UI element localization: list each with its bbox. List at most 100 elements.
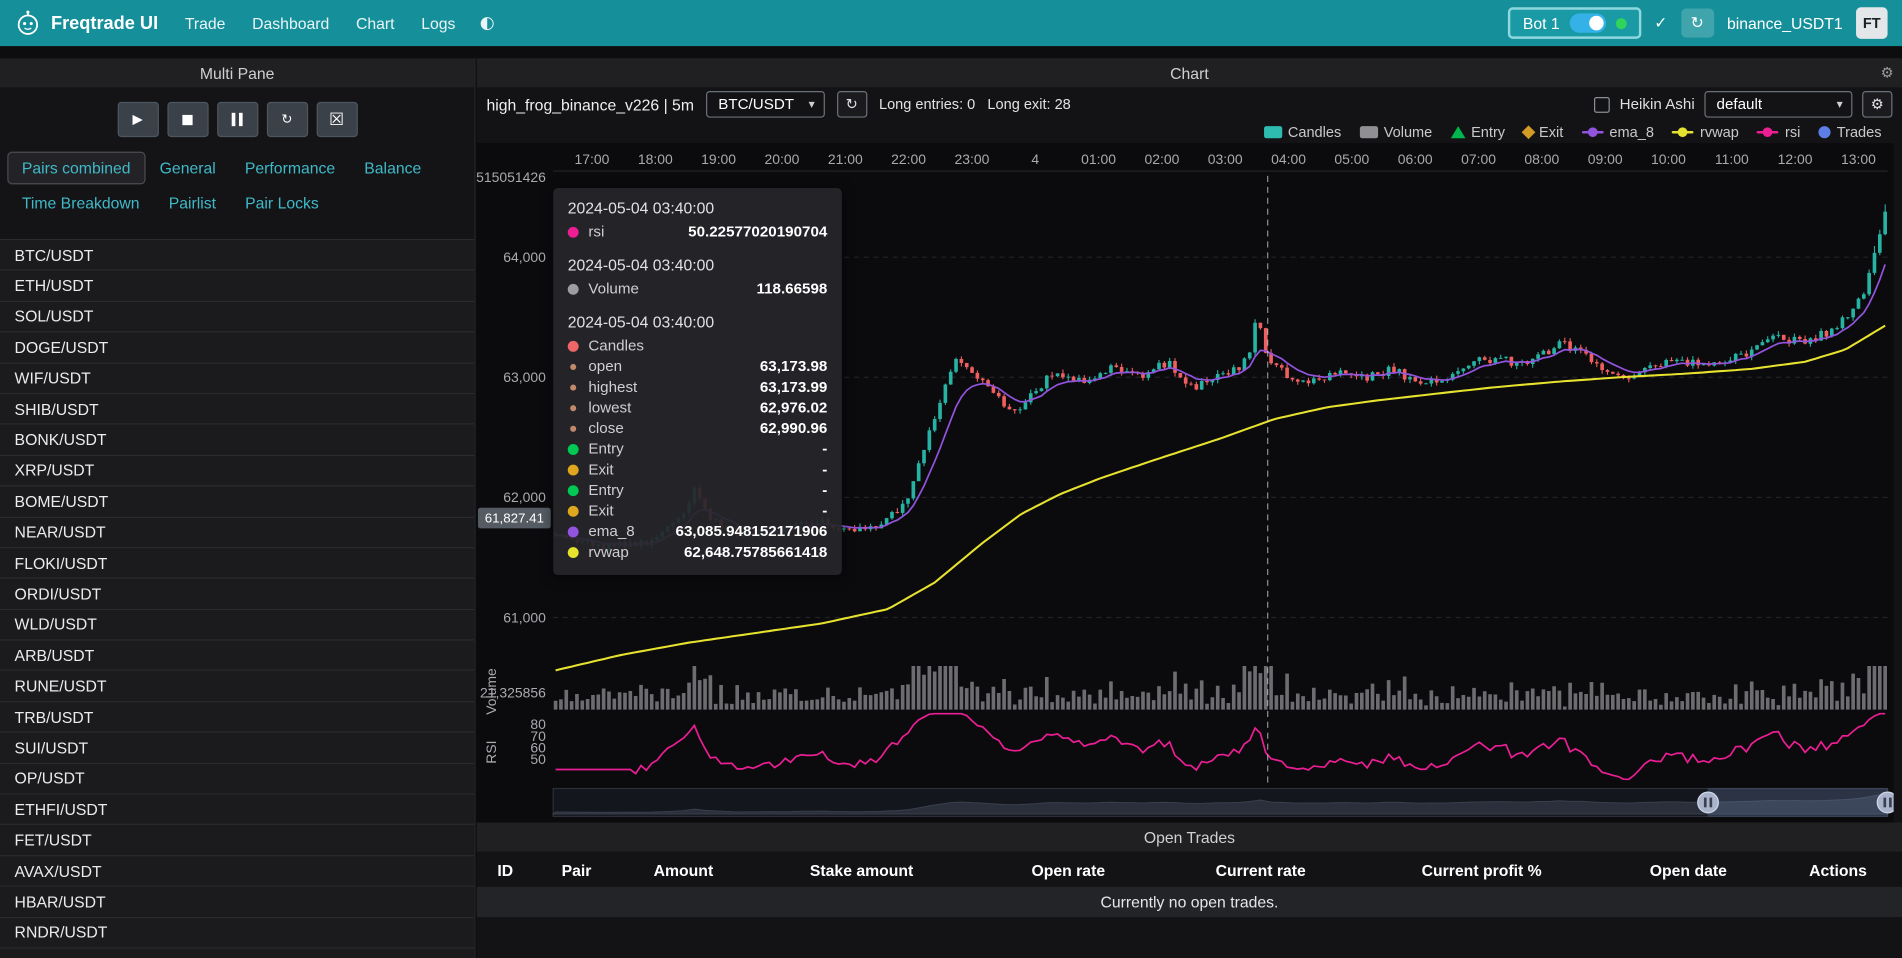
svg-text:08:00: 08:00: [1524, 151, 1559, 167]
tooltip-row-close: close62,990.96: [568, 420, 828, 437]
gear-icon: ⚙: [1871, 96, 1884, 113]
nav-item-trade[interactable]: Trade: [185, 14, 226, 32]
nav-links: Trade Dashboard Chart Logs: [185, 14, 456, 32]
multi-pane-header: Multi Pane: [0, 58, 474, 87]
tab-performance[interactable]: Performance: [230, 152, 349, 185]
pair-row-op-usdt[interactable]: OP/USDT: [0, 764, 474, 795]
pair-row-avax-usdt[interactable]: AVAX/USDT: [0, 856, 474, 887]
pair-row-bonk-usdt[interactable]: BONK/USDT: [0, 425, 474, 456]
pair-row-doge-usdt[interactable]: DOGE/USDT: [0, 333, 474, 364]
col-current-rate: Current rate: [1161, 854, 1361, 887]
tooltip-row-lowest: lowest62,976.02: [568, 399, 828, 416]
ema-8-legend-icon: [1582, 131, 1604, 133]
tooltip-row-entry: Entry-: [568, 482, 828, 499]
datazoom-slider[interactable]: [553, 789, 1893, 817]
col-actions: Actions: [1774, 854, 1902, 887]
start-bot-button[interactable]: ▶: [117, 102, 158, 137]
series-dot-icon: [568, 547, 579, 558]
rsi-legend-icon: [1757, 131, 1779, 133]
pair-row-ordi-usdt[interactable]: ORDI/USDT: [0, 579, 474, 610]
svg-text:4: 4: [1031, 151, 1039, 167]
tab-general[interactable]: General: [145, 152, 230, 185]
pair-row-sol-usdt[interactable]: SOL/USDT: [0, 302, 474, 333]
legend-rsi[interactable]: rsi: [1757, 124, 1800, 141]
legend-rvwap[interactable]: rvwap: [1672, 124, 1739, 141]
bot-name: Bot 1: [1523, 14, 1560, 32]
pair-row-near-usdt[interactable]: NEAR/USDT: [0, 517, 474, 548]
series-dot-icon: [568, 283, 579, 294]
nav-item-chart[interactable]: Chart: [356, 14, 395, 32]
theme-toggle-icon[interactable]: ◐: [480, 13, 495, 32]
svg-text:50: 50: [530, 751, 546, 767]
pair-row-shib-usdt[interactable]: SHIB/USDT: [0, 394, 474, 425]
col-open-date: Open date: [1603, 854, 1774, 887]
pair-row-btc-usdt[interactable]: BTC/USDT: [0, 240, 474, 271]
svg-text:03:00: 03:00: [1208, 151, 1243, 167]
navbar: Freqtrade UI Trade Dashboard Chart Logs ◐ B…: [0, 0, 1902, 46]
pair-row-fet-usdt[interactable]: FET/USDT: [0, 825, 474, 856]
pair-row-ethfi-usdt[interactable]: ETHFI/USDT: [0, 795, 474, 826]
legend-volume[interactable]: Volume: [1359, 124, 1432, 141]
tooltip-row-ema-8: ema_863,085.948152171906: [568, 523, 828, 540]
svg-text:61,827.41: 61,827.41: [485, 511, 544, 526]
legend-trades[interactable]: Trades: [1819, 124, 1882, 141]
plot-config-select[interactable]: default ▾: [1704, 91, 1852, 118]
chart-title: Chart: [1170, 64, 1209, 82]
pair-row-xrp-usdt[interactable]: XRP/USDT: [0, 456, 474, 487]
volume-legend-icon: [1359, 126, 1377, 138]
pair-row-trb-usdt[interactable]: TRB/USDT: [0, 702, 474, 733]
pair-row-wld-usdt[interactable]: WLD/USDT: [0, 610, 474, 641]
pair-row-wif-usdt[interactable]: WIF/USDT: [0, 363, 474, 394]
bot-selector[interactable]: Bot 1: [1508, 7, 1641, 39]
pair-row-rndr-usdt[interactable]: RNDR/USDT: [0, 918, 474, 949]
legend-entry[interactable]: Entry: [1450, 124, 1505, 141]
entry-legend-icon: [1450, 126, 1465, 138]
pair-row-floki-usdt[interactable]: FLOKI/USDT: [0, 548, 474, 579]
col-open-rate: Open rate: [976, 854, 1161, 887]
legend-exit[interactable]: Exit: [1523, 124, 1563, 141]
bot-status-dot: [1615, 18, 1626, 29]
svg-text:12:00: 12:00: [1778, 151, 1813, 167]
tab-pair-locks[interactable]: Pair Locks: [231, 187, 334, 220]
tab-balance[interactable]: Balance: [350, 152, 436, 185]
avatar[interactable]: FT: [1856, 7, 1888, 39]
refresh-all-button[interactable]: ↻: [1681, 8, 1714, 37]
pair-select[interactable]: BTC/USDT ▾: [706, 91, 824, 118]
tab-pairs-combined[interactable]: Pairs combined: [7, 152, 145, 185]
tab-time-breakdown[interactable]: Time Breakdown: [7, 187, 154, 220]
tab-pairlist[interactable]: Pairlist: [154, 187, 230, 220]
pair-row-arb-usdt[interactable]: ARB/USDT: [0, 641, 474, 672]
series-dot-icon: [568, 526, 579, 537]
bot-ok-icon: ✓: [1654, 14, 1667, 32]
brand-title: Freqtrade UI: [51, 13, 158, 34]
chart-panel-gear-icon[interactable]: ⚙: [1881, 64, 1894, 81]
pair-row-rune-usdt[interactable]: RUNE/USDT: [0, 671, 474, 702]
pair-row-sui-usdt[interactable]: SUI/USDT: [0, 733, 474, 764]
svg-text:05:00: 05:00: [1334, 151, 1369, 167]
forceexit-button[interactable]: ☒: [316, 102, 357, 137]
pair-row-eth-usdt[interactable]: ETH/USDT: [0, 271, 474, 302]
pair-row-bome-usdt[interactable]: BOME/USDT: [0, 487, 474, 518]
stop-bot-button[interactable]: ■: [167, 102, 208, 137]
legend-ema-8[interactable]: ema_8: [1582, 124, 1654, 141]
heikin-ashi-checkbox[interactable]: [1594, 96, 1610, 112]
pair-row-ar-usdt[interactable]: AR/USDT: [0, 949, 474, 958]
pause-bot-button[interactable]: [217, 102, 258, 137]
pair-row-hbar-usdt[interactable]: HBAR/USDT: [0, 887, 474, 918]
tooltip-row-exit: Exit-: [568, 461, 828, 478]
play-icon: ▶: [133, 112, 143, 128]
svg-text:06:00: 06:00: [1398, 151, 1433, 167]
bot-online-toggle[interactable]: [1569, 13, 1605, 32]
tooltip-row-candles: Candles: [568, 337, 828, 354]
legend-candles[interactable]: Candles: [1264, 124, 1342, 141]
tooltip-row-rsi: rsi50.22577020190704: [568, 223, 828, 240]
svg-text:17:00: 17:00: [575, 151, 610, 167]
multi-pane-tabs-row2: Time BreakdownPairlistPair Locks: [0, 187, 474, 220]
reload-config-button[interactable]: ↻: [266, 102, 307, 137]
nav-item-dashboard[interactable]: Dashboard: [252, 14, 329, 32]
heikin-ashi-label: Heikin Ashi: [1620, 96, 1695, 113]
chart-refresh-button[interactable]: ↻: [837, 91, 867, 118]
nav-item-logs[interactable]: Logs: [421, 14, 455, 32]
plot-settings-button[interactable]: ⚙: [1862, 91, 1892, 118]
series-dot-icon: [568, 505, 579, 516]
